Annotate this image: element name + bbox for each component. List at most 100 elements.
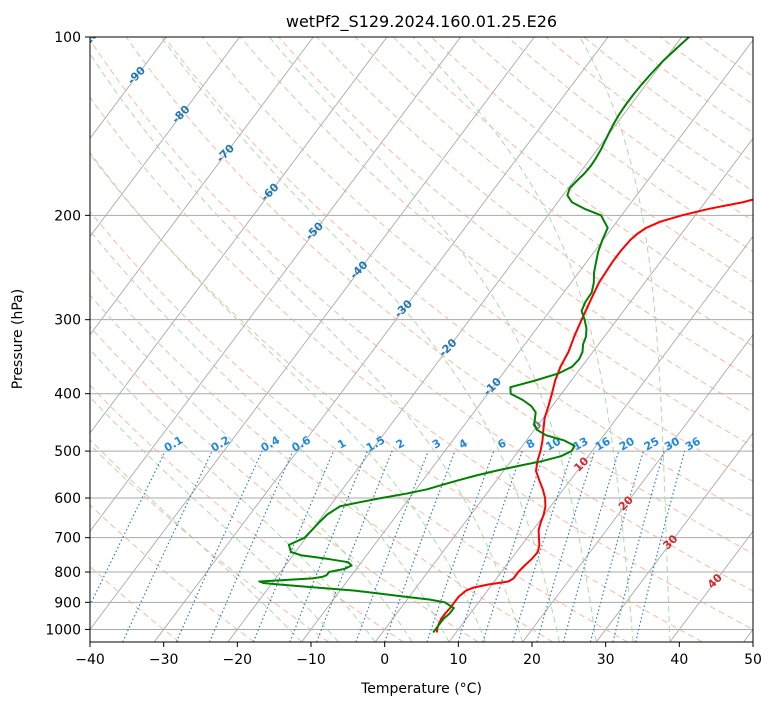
mixing-ratio-label: 6 [495, 436, 508, 451]
dry-adiabat [278, 37, 753, 413]
mixing-ratio-label: 8 [524, 437, 537, 452]
y-tick-label: 500 [54, 444, 81, 460]
mixing-ratio-line [175, 450, 263, 642]
isotherm-line [301, 39, 753, 642]
moist-adiabat [90, 229, 450, 642]
dry-adiabat [659, 37, 753, 106]
dewpoint-profile [258, 37, 690, 634]
y-tick-label: 700 [54, 531, 81, 547]
dry-adiabat [90, 443, 330, 642]
dry-adiabat [240, 37, 753, 447]
moist-adiabat [268, 37, 597, 642]
y-tick-label: 200 [54, 208, 81, 224]
dry-adiabat [354, 37, 753, 347]
isotherm-label: -50 [303, 219, 326, 242]
y-tick-label: 900 [54, 595, 81, 611]
dry-adiabat [125, 37, 753, 555]
x-tick-label: −20 [223, 652, 253, 668]
mixing-ratio-line [289, 450, 368, 642]
dry-adiabat [90, 153, 703, 642]
moist-adiabat [412, 37, 634, 642]
x-tick-label: 50 [744, 652, 762, 668]
plot-area: 0.1 0.2 0.4 0.6 1 1.5 2 3 4 6 8 10 13 16 20 25 30 36-100-… [90, 37, 753, 642]
mixing-ratio-line [355, 450, 429, 642]
mixing-ratio-line [589, 450, 644, 642]
moist-adiabat [90, 348, 376, 642]
x-tick-label: 20 [523, 652, 541, 668]
isotherm-line [90, 37, 535, 631]
mixing-ratio-line [562, 450, 620, 642]
x-tick-label: −40 [75, 652, 105, 668]
isotherm-label: 40 [705, 571, 725, 591]
mixing-ratio-line [635, 450, 686, 642]
y-tick-label: 400 [54, 387, 81, 403]
dry-adiabat [316, 37, 753, 380]
x-tick-label: 0 [380, 652, 389, 668]
isotherm-label: -30 [392, 297, 415, 320]
y-axis: 100 200 300 400 500 600 700 800 900 1000 [45, 30, 90, 638]
isotherm-label: -90 [125, 64, 148, 87]
isotherm-label: 20 [616, 493, 636, 513]
plot-frame [89, 36, 754, 643]
isotherm-line [743, 628, 753, 642]
isotherm-label: -10 [481, 375, 504, 398]
moist-adiabat [90, 151, 487, 642]
isotherm-line [595, 432, 753, 642]
dry-adiabat [90, 268, 554, 642]
dry-adiabat [90, 384, 404, 642]
x-tick-label: −10 [296, 652, 326, 668]
y-tick-label: 800 [54, 565, 81, 581]
isotherm-line [90, 37, 314, 336]
x-tick-label: 10 [449, 652, 467, 668]
isotherm-line [374, 137, 753, 642]
mixing-ratio-line [426, 450, 495, 642]
chart-title: wetPf2_S129.2024.160.01.25.E26 [286, 12, 557, 32]
dry-adiabat [507, 37, 753, 222]
mixing-ratio-line [252, 450, 335, 642]
mixing-ratio-line [208, 450, 294, 642]
moist-adiabat [90, 52, 524, 642]
isotherm-line [448, 235, 753, 642]
dry-adiabat [469, 37, 753, 252]
dry-adiabat [90, 39, 753, 592]
x-axis-label: Temperature (°C) [360, 681, 482, 697]
moist-adiabat [160, 37, 560, 642]
mixing-ratio-label: 1 [335, 437, 348, 452]
y-tick-label: 100 [54, 30, 81, 46]
mixing-ratio-line [512, 450, 573, 642]
y-axis-label: Pressure (hPa) [10, 289, 26, 389]
moist-adiabat [90, 396, 339, 642]
isotherm-line [90, 37, 388, 434]
mixing-ratio-line [536, 450, 596, 642]
isotherm-label: 30 [660, 532, 680, 552]
dry-adiabat [90, 96, 753, 631]
mixing-ratio-line [384, 450, 456, 642]
dry-adiabat [621, 37, 753, 134]
mixing-ratio-line [457, 450, 523, 642]
isotherm-label: -20 [436, 336, 459, 359]
isotherm-label: -70 [214, 141, 237, 164]
dry-adiabat [392, 37, 753, 315]
isotherm-line [153, 37, 609, 642]
y-tick-label: 1000 [45, 622, 81, 638]
dry-adiabat [90, 326, 479, 642]
x-tick-label: 30 [597, 652, 615, 668]
isotherm-line [90, 37, 462, 532]
dry-adiabat [90, 504, 255, 642]
y-tick-label: 600 [54, 491, 81, 507]
dry-adiabat [431, 37, 753, 283]
dry-adiabat [698, 37, 753, 77]
dry-adiabat [90, 210, 628, 642]
moist-adiabat [579, 37, 671, 642]
mixing-ratio-line [482, 450, 546, 642]
dry-adiabat [545, 37, 753, 192]
mixing-ratio-label: 4 [457, 436, 470, 451]
x-tick-label: −30 [149, 652, 179, 668]
mixing-ratio-line [90, 450, 166, 607]
isotherm-label: -60 [258, 180, 281, 203]
temperature-profile [435, 198, 753, 633]
isotherm-line [669, 530, 753, 642]
moist-adiabat [90, 438, 302, 642]
x-tick-label: 40 [670, 652, 688, 668]
